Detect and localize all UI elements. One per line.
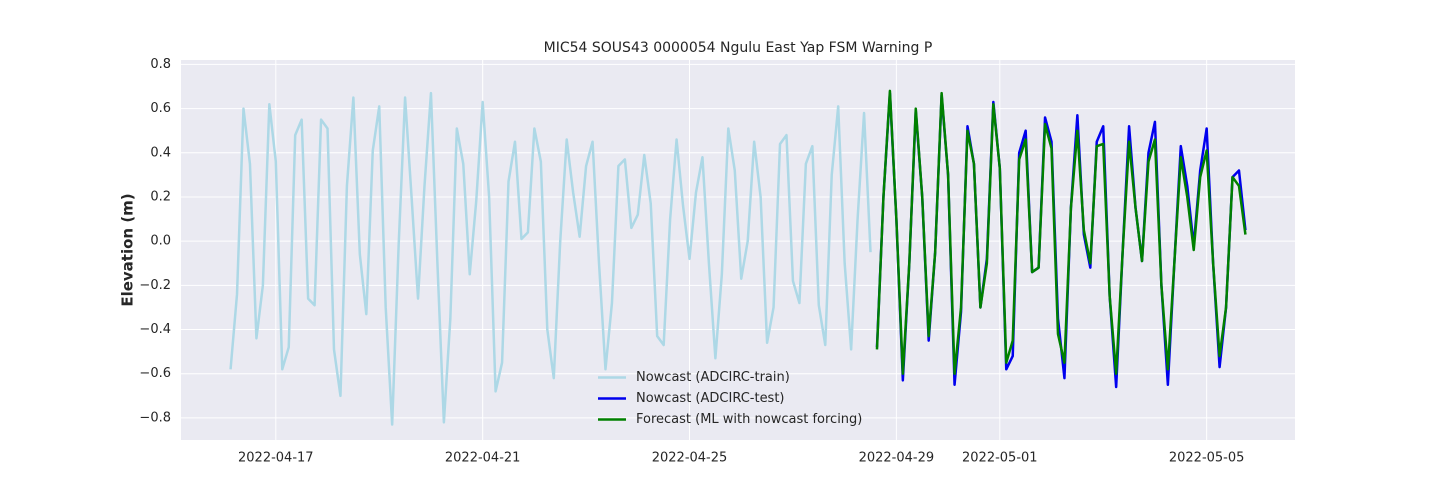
y-tick-label: 0.8 [150, 57, 171, 72]
y-tick-label: 0.0 [150, 234, 171, 249]
legend-label: Nowcast (ADCIRC-test) [636, 391, 785, 406]
legend-label: Forecast (ML with nowcast forcing) [636, 412, 862, 427]
x-tick-label: 2022-04-25 [652, 451, 728, 466]
y-tick-label: −0.8 [139, 410, 171, 425]
y-axis-label: Elevation (m) [119, 193, 137, 306]
y-tick-label: −0.6 [139, 366, 171, 381]
y-tick-label: 0.6 [150, 101, 171, 116]
y-tick-label: −0.4 [139, 322, 171, 337]
y-tick-label: 0.2 [150, 189, 171, 204]
x-tick-label: 2022-05-01 [962, 451, 1038, 466]
plot-area [181, 60, 1295, 440]
chart-title: MIC54 SOUS43 0000054 Ngulu East Yap FSM … [544, 40, 933, 56]
x-tick-label: 2022-04-29 [859, 451, 935, 466]
legend-label: Nowcast (ADCIRC-train) [636, 370, 790, 385]
series-line [875, 89, 1247, 375]
series-line [229, 91, 872, 426]
y-tick-label: 0.4 [150, 145, 171, 160]
x-tick-label: 2022-05-05 [1169, 451, 1245, 466]
x-tick-label: 2022-04-21 [445, 451, 521, 466]
y-tick-label: −0.2 [139, 278, 171, 293]
x-tick-label: 2022-04-17 [238, 451, 314, 466]
